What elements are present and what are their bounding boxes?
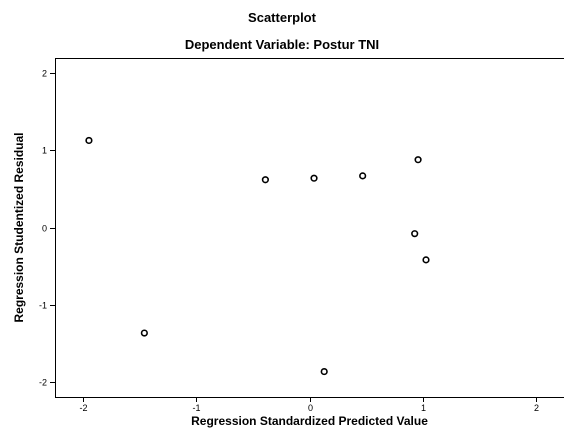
y-tick-label: 2 bbox=[42, 69, 47, 79]
y-axis-label: Regression Studentized Residual bbox=[12, 132, 26, 322]
chart-title: Scatterplot bbox=[248, 10, 316, 25]
data-point bbox=[359, 172, 367, 180]
chart-subtitle: Dependent Variable: Postur TNI bbox=[184, 37, 380, 52]
data-point bbox=[261, 176, 269, 184]
y-tick-label: -1 bbox=[39, 301, 47, 311]
data-point bbox=[140, 329, 148, 337]
x-tick-label: -1 bbox=[192, 403, 200, 413]
data-point bbox=[310, 174, 318, 182]
x-tick-label: 0 bbox=[308, 403, 313, 413]
x-axis-ticks: -2 -1 0 1 2 bbox=[79, 397, 539, 413]
plot-area bbox=[55, 58, 564, 398]
data-point bbox=[414, 156, 422, 164]
x-tick-label: -2 bbox=[79, 403, 87, 413]
y-axis-ticks: -2 -1 0 1 2 bbox=[39, 69, 55, 388]
x-tick-label: 2 bbox=[534, 403, 539, 413]
y-tick-label: 1 bbox=[42, 146, 47, 156]
data-point bbox=[320, 367, 328, 376]
data-points bbox=[85, 136, 430, 376]
y-tick-label: -2 bbox=[39, 378, 47, 388]
y-tick-label: 0 bbox=[42, 224, 47, 234]
data-point bbox=[85, 136, 93, 145]
data-point bbox=[411, 230, 419, 238]
x-axis-label: Regression Standardized Predicted Value bbox=[191, 414, 428, 428]
x-tick-label: 1 bbox=[421, 403, 426, 413]
data-point bbox=[422, 256, 430, 264]
